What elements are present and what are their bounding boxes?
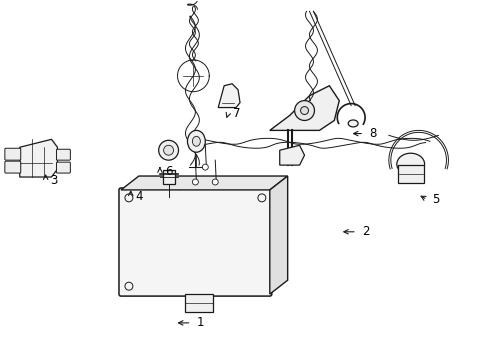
Polygon shape xyxy=(270,86,339,130)
Circle shape xyxy=(212,179,218,185)
Polygon shape xyxy=(218,84,240,108)
Ellipse shape xyxy=(397,153,425,175)
Circle shape xyxy=(125,194,133,202)
FancyBboxPatch shape xyxy=(398,165,424,183)
Ellipse shape xyxy=(164,145,173,155)
FancyBboxPatch shape xyxy=(56,149,71,160)
Circle shape xyxy=(125,282,133,290)
FancyBboxPatch shape xyxy=(5,161,21,173)
FancyBboxPatch shape xyxy=(56,162,71,173)
FancyBboxPatch shape xyxy=(5,148,21,160)
FancyBboxPatch shape xyxy=(185,294,213,312)
Circle shape xyxy=(258,194,266,202)
Text: 7: 7 xyxy=(233,107,241,120)
Circle shape xyxy=(202,164,208,170)
Ellipse shape xyxy=(348,120,358,127)
Text: 1: 1 xyxy=(196,316,204,329)
Polygon shape xyxy=(20,139,57,177)
FancyBboxPatch shape xyxy=(119,188,272,296)
Polygon shape xyxy=(280,145,305,165)
Text: 8: 8 xyxy=(369,127,376,140)
Text: 2: 2 xyxy=(362,225,369,238)
Text: 3: 3 xyxy=(50,174,58,186)
Polygon shape xyxy=(121,176,288,190)
Circle shape xyxy=(193,179,198,185)
Text: 6: 6 xyxy=(165,165,172,177)
Text: 5: 5 xyxy=(432,193,440,206)
Circle shape xyxy=(300,107,309,114)
Ellipse shape xyxy=(193,136,200,146)
Polygon shape xyxy=(270,176,288,294)
FancyBboxPatch shape xyxy=(163,170,174,184)
Ellipse shape xyxy=(159,140,178,160)
Ellipse shape xyxy=(188,130,205,152)
Text: 4: 4 xyxy=(136,190,143,203)
Circle shape xyxy=(294,100,315,121)
